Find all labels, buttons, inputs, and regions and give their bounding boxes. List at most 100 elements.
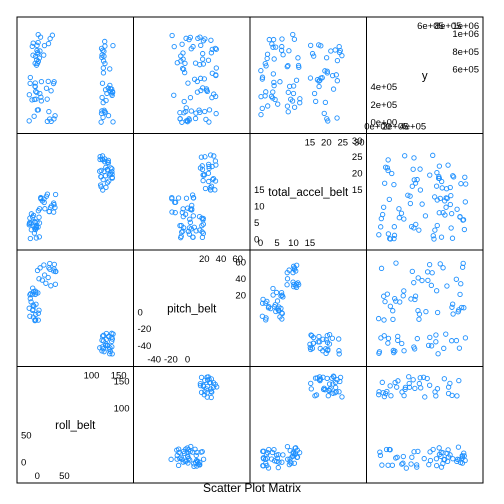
scatter-point — [423, 395, 427, 399]
scatter-point — [459, 181, 463, 185]
scatter-point — [444, 332, 448, 336]
scatter-point — [265, 104, 269, 108]
tick-label: 100 — [84, 371, 100, 382]
scatter-point — [454, 277, 458, 281]
scatter-point — [435, 386, 439, 390]
scatter-point — [463, 200, 467, 204]
scatter-point — [291, 32, 295, 36]
scatter-point — [464, 182, 468, 186]
scatter-point — [296, 56, 300, 60]
scatter-point — [394, 385, 398, 389]
scatter-point — [387, 197, 391, 201]
tick-label: -40 — [138, 341, 152, 352]
scatter-point — [170, 33, 174, 37]
scatter-point — [429, 283, 433, 287]
scatter-point — [423, 214, 427, 218]
scatter-point — [430, 271, 434, 275]
scatter-point — [272, 80, 276, 84]
scatter-point — [390, 171, 394, 175]
scatter-point — [428, 450, 432, 454]
tick-label: -20 — [164, 355, 178, 366]
scatter-point — [108, 67, 112, 71]
scatter-point — [172, 44, 176, 48]
scatter-point — [48, 36, 52, 40]
panel-frame — [367, 134, 484, 251]
scatter-point — [386, 336, 390, 340]
scatter-point — [102, 49, 106, 53]
scatter-point — [463, 458, 467, 462]
scatter-point — [271, 72, 275, 76]
scatter-point — [446, 391, 450, 395]
scatter-point — [463, 336, 467, 340]
chart-title: Scatter Plot Matrix — [203, 481, 301, 495]
scatter-point — [49, 284, 53, 288]
panel-frame — [134, 17, 251, 134]
scatter-point — [434, 289, 438, 293]
scatter-point — [378, 225, 382, 229]
scatter-point — [189, 109, 193, 113]
scatter-point — [324, 56, 328, 60]
scatter-point — [199, 43, 203, 47]
scatter-point — [434, 333, 438, 337]
panel-frame — [250, 17, 367, 134]
scatter-point — [449, 226, 453, 230]
scatter-point — [455, 394, 459, 398]
scatter-point — [404, 466, 408, 470]
tick-label: 0 — [185, 355, 190, 366]
scatter-point — [276, 465, 280, 469]
scatter-point — [392, 182, 396, 186]
scatter-point — [199, 375, 203, 379]
scatter-point — [35, 90, 39, 94]
scatter-point — [427, 383, 431, 387]
scatter-point — [309, 387, 313, 391]
scatter-point — [449, 339, 453, 343]
scatter-point — [333, 48, 337, 52]
scatter-point — [188, 217, 192, 221]
scatter-point — [38, 266, 42, 270]
scatter-point — [209, 38, 213, 42]
scatter-point — [335, 116, 339, 120]
scatter-point — [397, 207, 401, 211]
scatter-point — [420, 202, 424, 206]
scatter-point — [446, 163, 450, 167]
scatter-point — [400, 462, 404, 466]
tick-label: 15 — [352, 185, 363, 196]
scatter-point — [329, 49, 333, 53]
scatter-point — [48, 261, 52, 265]
scatter-point — [434, 184, 438, 188]
scatter-point — [273, 45, 277, 49]
scatter-point — [333, 385, 337, 389]
scatter-point — [214, 66, 218, 70]
scatter-point — [437, 446, 441, 450]
scatter-point — [260, 314, 264, 318]
scatter-point — [317, 334, 321, 338]
scatter-point — [52, 262, 56, 266]
variable-name-label: pitch_belt — [167, 303, 217, 315]
scatter-point — [35, 268, 39, 272]
scatter-point — [402, 217, 406, 221]
scatter-point — [309, 381, 313, 385]
scatter-point — [176, 196, 180, 200]
scatter-point — [439, 235, 443, 239]
tick-label: 1e+06 — [452, 21, 479, 32]
scatter-point — [402, 289, 406, 293]
scatter-point — [203, 109, 207, 113]
tick-label: 10 — [254, 202, 265, 213]
scatter-point — [428, 173, 432, 177]
scatter-point — [186, 81, 190, 85]
scatter-point — [188, 95, 192, 99]
scatter-point — [285, 444, 289, 448]
scatter-point — [49, 89, 53, 93]
scatter-point — [434, 457, 438, 461]
scatter-point — [184, 196, 188, 200]
scatter-point — [418, 188, 422, 192]
scatter-point — [267, 37, 271, 41]
tick-label: 50 — [21, 431, 32, 442]
scatter-point — [172, 93, 176, 97]
scatter-point — [101, 115, 105, 119]
scatter-point — [271, 286, 275, 290]
scatter-point — [429, 344, 433, 348]
scatter-point — [426, 278, 430, 282]
tick-label: 10 — [288, 238, 299, 249]
scatter-point — [386, 232, 390, 236]
